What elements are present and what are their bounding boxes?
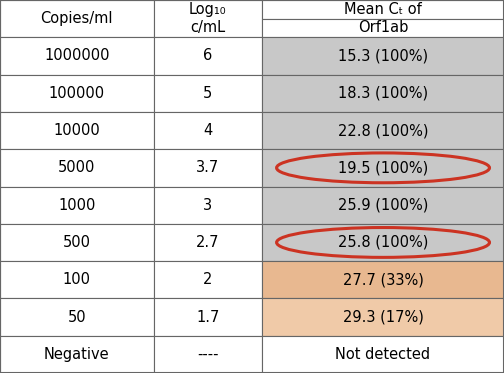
Text: 1.7: 1.7 [196, 310, 220, 325]
Text: ----: ---- [197, 347, 219, 362]
Text: 10000: 10000 [53, 123, 100, 138]
Text: 2: 2 [203, 272, 213, 287]
Text: 2.7: 2.7 [196, 235, 220, 250]
Bar [154, 336, 262, 373]
Bar [154, 149, 262, 186]
Text: 1000: 1000 [58, 198, 96, 213]
Bar [0, 261, 154, 298]
Text: 6: 6 [203, 48, 213, 63]
Text: 19.5 (100%): 19.5 (100%) [338, 160, 428, 175]
Bar [154, 37, 262, 75]
Bar [262, 298, 504, 336]
Text: 1000000: 1000000 [44, 48, 109, 63]
Bar [0, 186, 154, 224]
Bar [262, 186, 504, 224]
Bar [262, 112, 504, 149]
Bar [154, 261, 262, 298]
Text: 5: 5 [203, 86, 213, 101]
Text: Copies/ml: Copies/ml [41, 11, 113, 26]
Bar [262, 0, 504, 19]
Text: 15.3 (100%): 15.3 (100%) [338, 48, 428, 63]
Text: 4: 4 [203, 123, 213, 138]
Text: 25.9 (100%): 25.9 (100%) [338, 198, 428, 213]
Text: 100: 100 [63, 272, 91, 287]
Text: Not detected: Not detected [336, 347, 430, 362]
Bar [0, 149, 154, 186]
Bar [154, 224, 262, 261]
Bar [0, 336, 154, 373]
Bar [0, 0, 154, 37]
Text: 3.7: 3.7 [196, 160, 220, 175]
Bar [262, 261, 504, 298]
Text: Log₁₀
c/mL: Log₁₀ c/mL [189, 3, 227, 35]
Text: 100000: 100000 [49, 86, 105, 101]
Bar [154, 75, 262, 112]
Text: 27.7 (33%): 27.7 (33%) [343, 272, 423, 287]
Bar [154, 186, 262, 224]
Bar [262, 149, 504, 186]
Bar [154, 298, 262, 336]
Text: Mean Cₜ of: Mean Cₜ of [344, 2, 422, 17]
Text: 29.3 (17%): 29.3 (17%) [343, 310, 423, 325]
Text: 500: 500 [63, 235, 91, 250]
Text: 5000: 5000 [58, 160, 96, 175]
Bar [0, 112, 154, 149]
Bar [262, 19, 504, 37]
Text: 22.8 (100%): 22.8 (100%) [338, 123, 428, 138]
Bar [262, 224, 504, 261]
Bar [0, 75, 154, 112]
Text: 3: 3 [203, 198, 213, 213]
Bar [154, 0, 262, 37]
Bar [262, 336, 504, 373]
Bar [0, 224, 154, 261]
Bar [262, 75, 504, 112]
Bar [154, 112, 262, 149]
Text: Negative: Negative [44, 347, 110, 362]
Bar [0, 298, 154, 336]
Bar [262, 37, 504, 75]
Bar [0, 37, 154, 75]
Text: 18.3 (100%): 18.3 (100%) [338, 86, 428, 101]
Text: Orf1ab: Orf1ab [358, 21, 408, 35]
Text: 25.8 (100%): 25.8 (100%) [338, 235, 428, 250]
Text: 50: 50 [68, 310, 86, 325]
